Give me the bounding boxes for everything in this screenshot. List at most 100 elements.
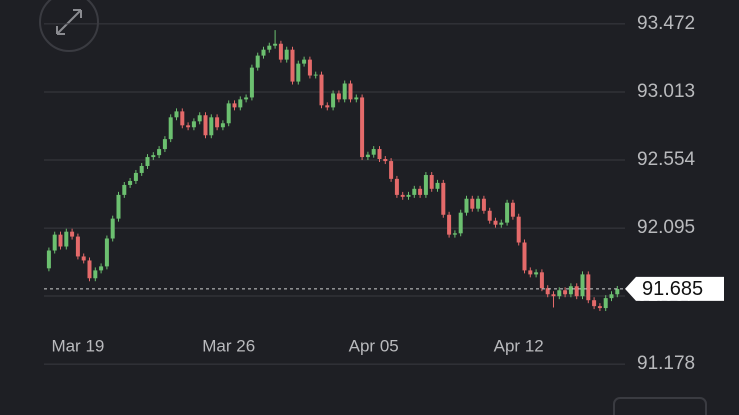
candle-body xyxy=(493,220,498,225)
candle-body xyxy=(203,115,208,136)
candle-body xyxy=(476,198,481,209)
candle-body xyxy=(313,74,318,76)
candle-body xyxy=(563,290,568,295)
candle-body xyxy=(592,300,597,307)
candle-body xyxy=(354,97,359,100)
candle-body xyxy=(487,210,492,221)
candle-body xyxy=(104,238,109,267)
candle-body xyxy=(261,49,266,56)
candle-body xyxy=(557,290,562,297)
candle-body xyxy=(162,139,167,150)
candle-body xyxy=(139,165,144,173)
candle-body xyxy=(435,182,440,189)
candle-body xyxy=(296,63,301,82)
candle-body xyxy=(145,157,150,166)
candle-body xyxy=(360,97,365,158)
x-tick-label: Mar 26 xyxy=(202,336,255,355)
expand-circle[interactable] xyxy=(39,0,99,52)
candle-body xyxy=(273,43,278,46)
candle-body xyxy=(458,212,463,234)
candle-body xyxy=(452,233,457,235)
candle-body xyxy=(267,45,272,50)
candle-body xyxy=(46,250,51,269)
candle-body xyxy=(110,218,115,239)
candle-body xyxy=(238,99,243,108)
expand-button[interactable] xyxy=(39,0,99,52)
candle-body xyxy=(232,103,237,108)
candle-body xyxy=(336,93,341,100)
candle-body xyxy=(394,178,399,195)
candle-body xyxy=(191,121,196,128)
candle-body xyxy=(574,286,579,297)
candle-body xyxy=(580,274,585,297)
candle-body xyxy=(52,234,57,251)
candle-body xyxy=(423,175,428,195)
y-tick-label: 93.013 xyxy=(637,81,695,102)
candle-body xyxy=(116,194,121,219)
y-tick-label: 91.178 xyxy=(637,353,695,374)
candle-body xyxy=(539,272,544,289)
candle-body xyxy=(348,83,353,100)
candle-body xyxy=(87,260,92,279)
candle-body xyxy=(244,97,249,100)
candle-body xyxy=(528,270,533,275)
current-price-tag xyxy=(625,276,724,301)
candle-body xyxy=(93,270,98,279)
candle-body xyxy=(447,214,452,235)
candle-body xyxy=(70,231,75,237)
candle-body xyxy=(151,155,156,158)
candle-body xyxy=(534,272,539,275)
candle-body xyxy=(609,294,614,299)
candle-body xyxy=(197,115,202,122)
current-price-label: 91.685 xyxy=(642,278,703,300)
candle-body xyxy=(377,149,382,160)
candle-body xyxy=(597,306,602,309)
corner-button[interactable] xyxy=(613,397,707,415)
candle-body xyxy=(325,105,330,108)
candle-body xyxy=(551,294,556,297)
candle-body xyxy=(568,286,573,295)
candle-body xyxy=(302,59,307,64)
candle-body xyxy=(58,234,63,247)
candle-body xyxy=(180,111,185,126)
candle-body xyxy=(220,123,225,128)
x-tick-label: Apr 12 xyxy=(494,336,544,355)
candle-body xyxy=(510,202,515,217)
candle-body xyxy=(290,49,295,82)
candle-body xyxy=(64,231,69,247)
candle-body xyxy=(389,161,394,179)
candle-body xyxy=(418,188,423,195)
candle-body xyxy=(168,117,173,140)
candle-body xyxy=(586,274,591,301)
candle-body xyxy=(284,49,289,60)
candle-body xyxy=(157,149,162,156)
candle-body xyxy=(215,117,220,128)
candle-body xyxy=(516,216,521,243)
candle-body xyxy=(481,198,486,211)
candle-body xyxy=(615,288,620,295)
x-tick-label: Mar 19 xyxy=(51,336,104,355)
candle-body xyxy=(429,175,434,189)
candle-body xyxy=(307,59,312,76)
candle-body xyxy=(406,194,411,197)
expand-icon[interactable] xyxy=(56,9,82,35)
candle-body xyxy=(499,222,504,225)
candle-body xyxy=(342,83,347,100)
candle-body xyxy=(464,198,469,213)
candle-body xyxy=(441,182,446,215)
candle-body xyxy=(331,93,336,108)
candle-body xyxy=(522,242,527,271)
candle-body xyxy=(505,202,510,223)
candle-body xyxy=(383,159,388,162)
candle-body xyxy=(133,172,138,181)
y-tick-label: 92.554 xyxy=(637,149,696,170)
candle-body xyxy=(603,298,608,309)
candle-body xyxy=(249,67,254,98)
candle-body xyxy=(545,288,550,295)
candle-body xyxy=(75,236,80,257)
candle-body xyxy=(255,55,260,68)
candle-body xyxy=(400,194,405,197)
